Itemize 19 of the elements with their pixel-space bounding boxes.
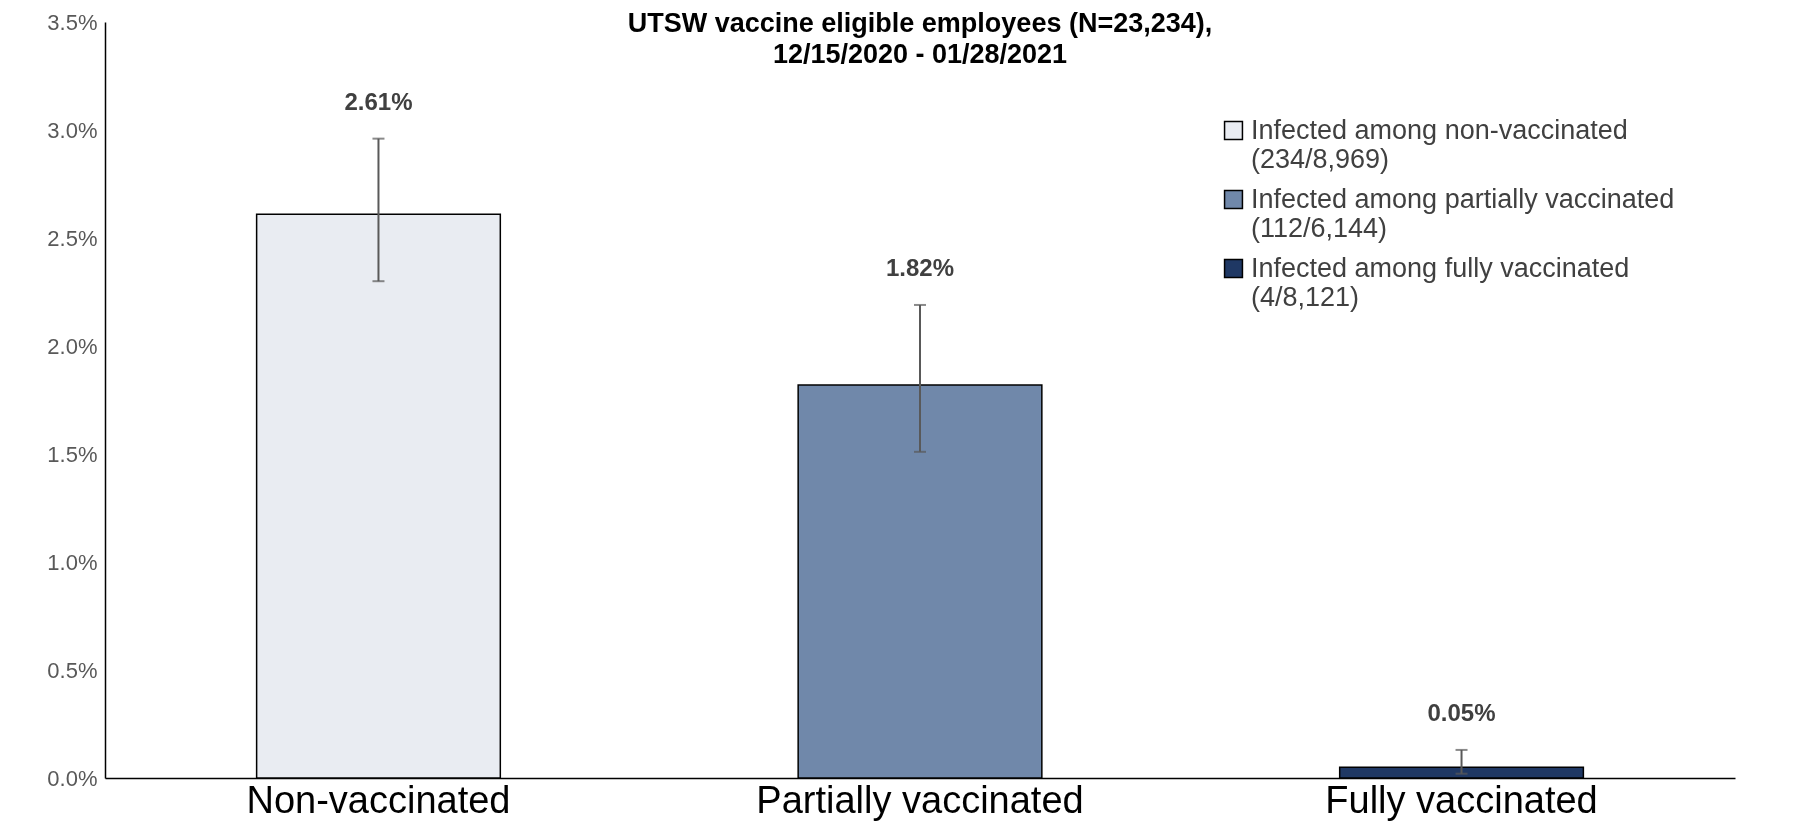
- y-tick-label: 2.5%: [47, 225, 98, 251]
- text: 2.61%: [344, 87, 413, 115]
- text: 1.82%: [885, 253, 955, 281]
- y-tick-label: 1.0%: [47, 549, 98, 575]
- chart-title: UTSW vaccine eligible employees (N=23,234),: [627, 8, 1213, 38]
- y-tick-label: 2.0%: [47, 333, 98, 359]
- legend-label: Infected among partially vaccinated (112/6,144): [1251, 183, 1675, 243]
- y-tick-label: 1.5%: [47, 441, 98, 467]
- y-tick-label: 3.5%: [47, 9, 98, 35]
- y-tick-label: 0.0%: [47, 765, 98, 791]
- x-tick-label: Partially vaccinated: [756, 778, 1084, 821]
- x-tick-label: Fully vaccinated: [1325, 778, 1598, 821]
- y-tick-label: 3.0%: [47, 117, 98, 143]
- y-tick-label: 0.5%: [47, 657, 98, 683]
- legend-label: Infected among non-vaccinated (234/8,969): [1251, 114, 1628, 174]
- x-tick-label: Non-vaccinated: [246, 778, 511, 821]
- text: 12/15/2020 - 01/28/2021: [772, 39, 1068, 69]
- text: 0.05%: [1427, 698, 1496, 726]
- legend-label: Infected among fully vaccinated (4/8,121): [1251, 252, 1630, 312]
